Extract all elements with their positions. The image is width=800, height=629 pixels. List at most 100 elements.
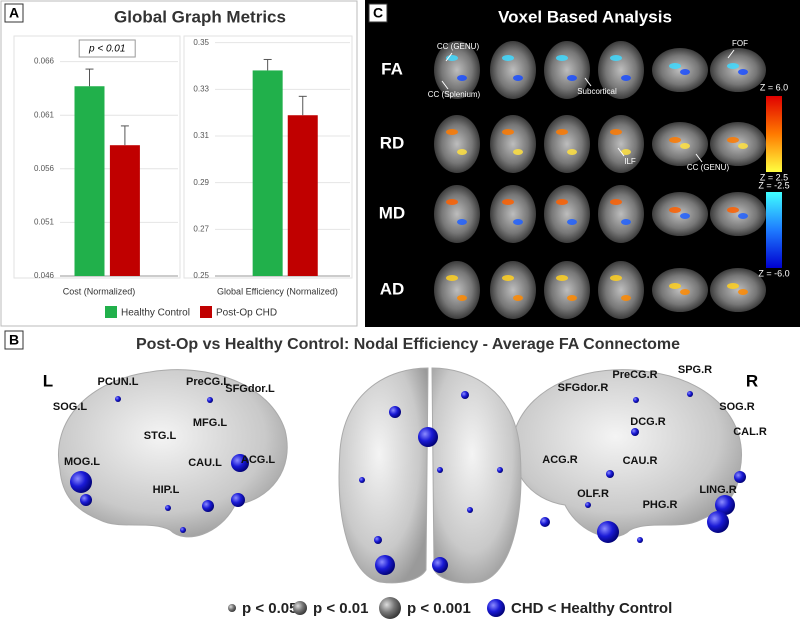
node-sphere [707,511,729,533]
panel-label-box [4,3,24,23]
scan-blob [513,149,523,155]
text: ACG.R [542,454,578,466]
scan [490,185,536,243]
plot-frame [13,35,181,279]
scan-blob [556,55,568,61]
annotation-line [584,77,592,87]
text: FA [381,59,403,78]
colorbar-hot [766,96,782,172]
legend-sphere [293,601,307,615]
legend-sphere [228,604,236,612]
scan [490,41,536,99]
scan-blob [446,199,458,205]
scan-blob [621,295,631,301]
scan-blob [513,219,523,225]
y-tick-label: 0.046 [34,271,55,280]
text: ILF [624,157,636,166]
scan-blob [727,283,739,289]
annotation: p < 0.01 [88,44,125,55]
scan-blob [669,137,681,143]
scan-blob [610,129,622,135]
scan [710,48,766,92]
node-sphere [597,521,619,543]
brain-right [512,369,742,538]
scan [598,115,644,173]
node-sphere [497,467,503,473]
scan-blob [680,143,690,149]
text: CAU.L [188,457,222,469]
scan [490,261,536,319]
scan-blob [680,213,690,219]
scan-blob [446,275,458,281]
node-sphere [207,397,213,403]
node-sphere [389,406,401,418]
scan-blob [457,75,467,81]
y-tick-label: 0.33 [193,84,209,93]
scan [434,185,480,243]
node-sphere [734,471,746,483]
scan-blob [610,199,622,205]
node-sphere [359,477,365,483]
y-tick-label: 0.27 [193,224,209,233]
text: B [9,332,19,348]
text: Z = 6.0 [760,82,788,92]
node-sphere [165,505,171,511]
text: MD [379,203,405,222]
legend-label: p < 0.01 [313,600,368,617]
legend-label: p < 0.001 [407,600,471,617]
panel-label-box [4,330,24,350]
scan [544,185,590,243]
annotation-box [78,39,136,58]
annotation-line [441,80,449,90]
scan-blob [513,295,523,301]
text: Voxel Based Analysis [498,7,672,26]
text: SPG.R [678,364,712,376]
y-tick-label: 0.056 [34,164,55,173]
text: ACG.L [241,454,276,466]
text: CC (Splenium) [428,90,481,99]
scan [544,41,590,99]
scan-blob [513,75,523,81]
scan [652,192,708,236]
y-tick-label: 0.29 [193,178,209,187]
x-axis-label: Cost (Normalized) [63,286,136,296]
scan-blob [669,63,681,69]
scan [710,192,766,236]
scan-blob [556,129,568,135]
node-sphere [80,494,92,506]
text: Post-Op vs Healthy Control: Nodal Effici… [136,336,680,353]
node-sphere [70,471,92,493]
scan-blob [738,213,748,219]
node-sphere [231,493,245,507]
scan-blob [680,69,690,75]
y-tick-label: 0.25 [193,271,209,280]
scan [598,41,644,99]
scan-blob [669,207,681,213]
text: A [9,5,19,21]
legend-swatch [105,306,117,318]
brain-left [58,369,288,538]
scan-blob [502,55,514,61]
text: MFG.L [193,417,227,429]
node-sphere [202,500,214,512]
scan-blob [502,275,514,281]
text: PreCG.L [186,376,230,388]
text: Z = -2.5 [758,180,789,190]
text: R [746,371,758,390]
y-tick-label: 0.051 [34,218,55,227]
text: MOG.L [64,456,100,468]
y-tick-label: 0.31 [193,131,209,140]
y-tick-label: 0.066 [34,57,55,66]
node-sphere [180,527,186,533]
node-sphere [540,517,550,527]
node-sphere [432,557,448,573]
annotation-line [727,49,735,59]
scan-blob [738,69,748,75]
bar [109,145,140,276]
scan-blob [446,129,458,135]
node-sphere [467,507,473,513]
plot-frame [183,35,353,279]
scan-blob [680,289,690,295]
scan-blob [727,137,739,143]
node-sphere [637,537,643,543]
